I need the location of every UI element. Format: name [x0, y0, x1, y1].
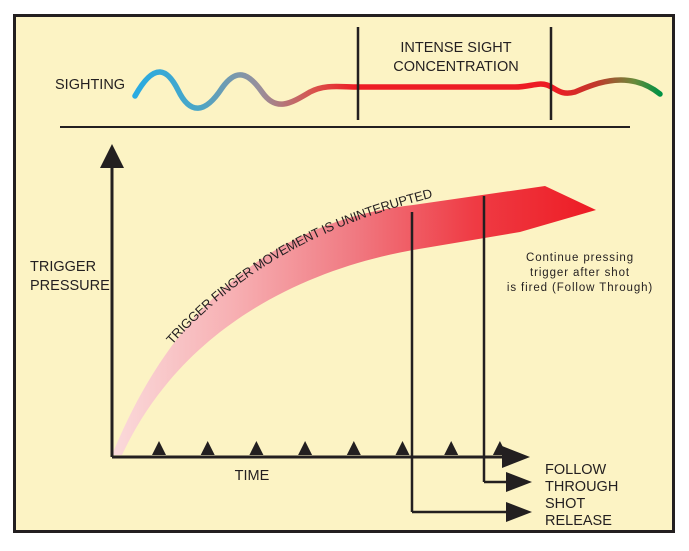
- time-tick: [298, 441, 313, 455]
- time-tick: [395, 441, 410, 455]
- x-axis-arrowhead: [502, 446, 530, 468]
- time-tick: [444, 441, 459, 455]
- sighting-label: SIGHTING: [55, 77, 125, 93]
- intense-label-line1: INTENSE SIGHT: [400, 40, 511, 56]
- time-tick: [346, 441, 361, 455]
- intense-label-line2: CONCENTRATION: [393, 59, 518, 75]
- shot-release-label-line1: SHOT: [545, 496, 585, 512]
- time-ticks: [152, 441, 507, 455]
- y-axis-arrowhead: [100, 144, 124, 168]
- y-axis-label-line1: TRIGGER: [30, 259, 96, 275]
- time-tick: [249, 441, 264, 455]
- shot-release-arrowhead: [506, 502, 532, 522]
- follow-note-line3: is fired (Follow Through): [507, 282, 653, 294]
- sighting-wave: [132, 69, 663, 111]
- time-tick: [492, 441, 507, 455]
- time-tick: [152, 441, 166, 455]
- y-axis-label-line2: PRESSURE: [30, 278, 110, 294]
- follow-through-label-line2: THROUGH: [545, 479, 618, 495]
- time-tick: [200, 441, 215, 455]
- trigger-pressure-curve: [112, 186, 596, 455]
- follow-note-line1: Continue pressing: [526, 252, 634, 264]
- follow-through-label-line1: FOLLOW: [545, 462, 607, 478]
- x-axis-label: TIME: [235, 468, 270, 484]
- follow-note-line2: trigger after shot: [530, 267, 630, 279]
- follow-through-arrowhead: [506, 472, 532, 492]
- shot-release-label-line2: RELEASE: [545, 513, 612, 529]
